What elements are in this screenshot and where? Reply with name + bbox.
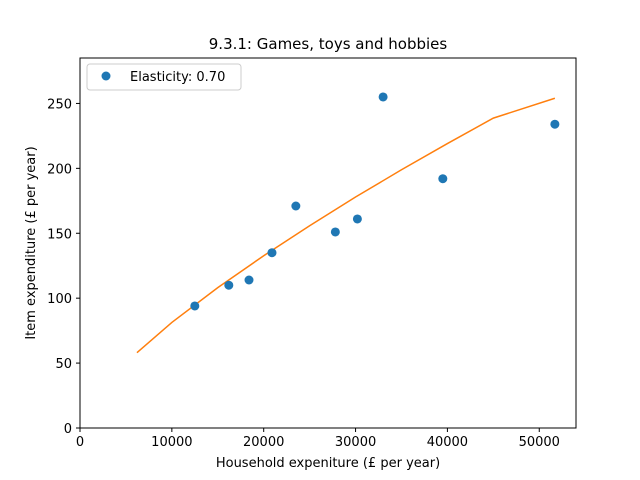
y-tick-label: 200 <box>47 162 72 177</box>
legend-box <box>86 63 242 91</box>
legend: Elasticity: 0.70 <box>86 63 242 91</box>
y-tick-label: 100 <box>47 292 72 307</box>
x-tick-label: 20000 <box>243 435 284 450</box>
data-point <box>550 119 560 129</box>
plot-frame <box>79 57 577 429</box>
data-point <box>224 280 234 290</box>
x-tick-label: 0 <box>76 435 84 450</box>
data-point <box>244 275 254 285</box>
data-point <box>438 174 448 184</box>
legend-entry: Elasticity: 0.70 <box>130 70 225 85</box>
x-tick-label: 50000 <box>519 435 560 450</box>
x-tick-label: 40000 <box>427 435 468 450</box>
data-point <box>352 214 362 224</box>
data-point <box>291 201 301 211</box>
x-tick-label: 30000 <box>335 435 376 450</box>
chart-title: 9.3.1: Games, toys and hobbies <box>209 35 448 53</box>
data-point <box>378 92 388 102</box>
x-axis-label: Household expeniture (£ per year) <box>216 456 440 471</box>
y-tick-label: 250 <box>47 97 72 112</box>
legend-marker <box>101 71 111 81</box>
data-point <box>267 248 277 258</box>
y-axis-label: Item expenditure (£ per year) <box>24 146 39 339</box>
y-tick-label: 150 <box>47 227 72 242</box>
data-point <box>190 301 200 311</box>
data-point <box>330 227 340 237</box>
y-tick-label: 0 <box>64 422 72 437</box>
y-tick-label: 50 <box>55 357 72 372</box>
x-tick-label: 10000 <box>151 435 192 450</box>
